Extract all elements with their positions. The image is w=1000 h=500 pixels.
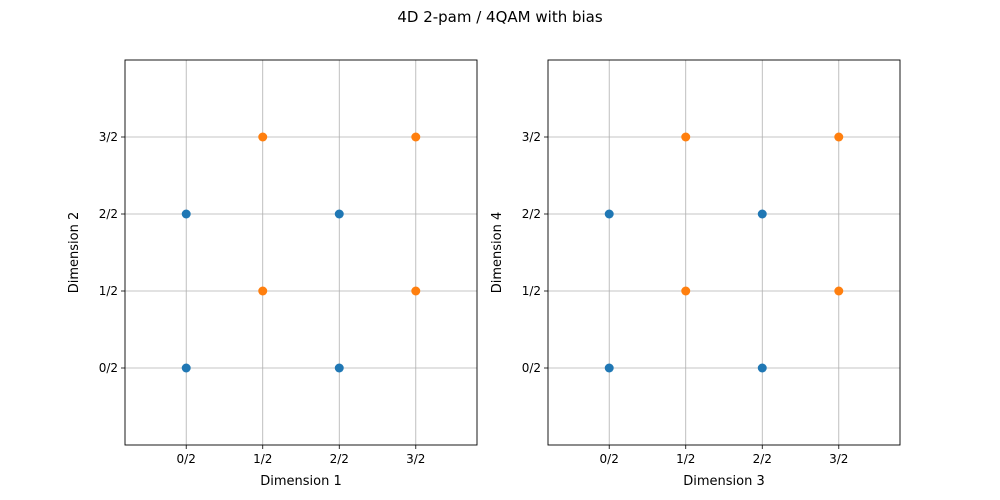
scatter-point (757, 209, 767, 219)
axes-frame (124, 59, 478, 446)
y-tick-label: 0/2 (99, 361, 118, 375)
x-tick-label: 2/2 (753, 452, 772, 466)
x-tick-label: 3/2 (406, 452, 425, 466)
x-tick-label: 0/2 (177, 452, 196, 466)
scatter-point (258, 132, 268, 142)
y-tick-label: 0/2 (522, 361, 541, 375)
scatter-point (411, 286, 421, 296)
scatter-point (334, 363, 344, 373)
scatter-point (834, 286, 844, 296)
scatter-point (181, 209, 191, 219)
y-tick-label: 1/2 (522, 284, 541, 298)
scatter-point (681, 132, 691, 142)
y-axis-label: Dimension 2 (67, 212, 82, 294)
y-axis-label: Dimension 4 (490, 212, 505, 294)
scatter-point (681, 286, 691, 296)
x-tick-label: 1/2 (676, 452, 695, 466)
scatter-point (604, 363, 614, 373)
y-tick-label: 3/2 (522, 130, 541, 144)
subplot-right: 0/2 1/2 2/2 3/2 0/2 1/2 2/2 3/2 Dimension 3 Dimen… (490, 59, 901, 489)
axes-frame (547, 59, 901, 446)
x-axis-label: Dimension 3 (683, 474, 765, 489)
scatter-point (411, 132, 421, 142)
y-tick-label: 2/2 (99, 207, 118, 221)
y-tick-label: 2/2 (522, 207, 541, 221)
y-tick-label: 3/2 (99, 130, 118, 144)
x-tick-label: 1/2 (253, 452, 272, 466)
x-tick-label: 0/2 (600, 452, 619, 466)
y-tick-label: 1/2 (99, 284, 118, 298)
x-axis-label: Dimension 1 (260, 474, 342, 489)
scatter-point (757, 363, 767, 373)
scatter-point (604, 209, 614, 219)
scatter-point (258, 286, 268, 296)
scatter-point (181, 363, 191, 373)
x-tick-label: 2/2 (330, 452, 349, 466)
figure-title: 4D 2-pam / 4QAM with bias (397, 8, 603, 26)
scatter-point (834, 132, 844, 142)
subplot-left: 0/2 1/2 2/2 3/2 0/2 1/2 2/2 3/2 Dimension 1 Dimen… (67, 59, 478, 489)
scatter-point (334, 209, 344, 219)
x-tick-label: 3/2 (829, 452, 848, 466)
